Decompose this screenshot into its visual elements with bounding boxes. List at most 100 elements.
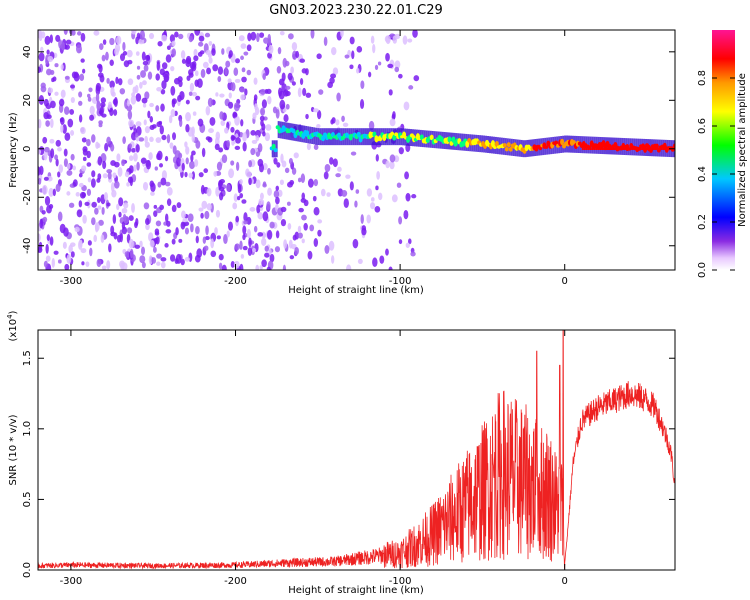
- heatmap-cell: [276, 66, 282, 74]
- y-tick-label: -20: [22, 189, 33, 205]
- heatmap-cell: [138, 38, 145, 45]
- heatmap-cell: [98, 219, 104, 226]
- heatmap-cell: [38, 66, 42, 74]
- heatmap-cell: [131, 147, 136, 153]
- heatmap-cell: [190, 154, 194, 162]
- heatmap-cell: [645, 147, 648, 150]
- heatmap-cell: [313, 238, 319, 247]
- heatmap-cell: [71, 71, 77, 79]
- heatmap-cell: [274, 246, 281, 253]
- heatmap-cell: [66, 169, 73, 176]
- heatmap-cell: [121, 159, 126, 167]
- y-tick-label: 0.5: [22, 491, 33, 507]
- heatmap-cell: [265, 124, 272, 131]
- heatmap-cell: [82, 68, 86, 74]
- heatmap-cell: [228, 50, 233, 58]
- heatmap-cell: [447, 136, 452, 143]
- heatmap-cell: [70, 84, 75, 89]
- heatmap-cell: [278, 90, 285, 100]
- heatmap-cell: [398, 239, 403, 245]
- heatmap-cell: [230, 160, 235, 166]
- heatmap-cell: [172, 145, 177, 155]
- heatmap-cell: [359, 99, 365, 110]
- heatmap-cell: [113, 109, 118, 116]
- heatmap-cell: [237, 196, 241, 201]
- heatmap-cell: [206, 67, 211, 75]
- heatmap-cell: [391, 194, 398, 203]
- heatmap-cell: [388, 266, 393, 270]
- heatmap-cell: [291, 41, 298, 51]
- heatmap-cell: [95, 82, 102, 92]
- heatmap-cell: [144, 135, 148, 144]
- heatmap-cell: [115, 76, 119, 85]
- heatmap-cell: [179, 118, 183, 128]
- heatmap-cell: [194, 79, 199, 87]
- heatmap-cell: [405, 242, 410, 248]
- heatmap-cell: [419, 134, 424, 141]
- heatmap-cell: [130, 95, 137, 105]
- heatmap-cell: [116, 203, 120, 211]
- heatmap-cell: [185, 146, 190, 155]
- heatmap-cell: [250, 148, 256, 156]
- heatmap-cell: [183, 221, 190, 227]
- heatmap-cell: [240, 43, 247, 49]
- heatmap-cell: [266, 266, 271, 270]
- heatmap-cell: [40, 46, 44, 52]
- heatmap-cell: [160, 261, 166, 269]
- heatmap-cell: [216, 235, 221, 240]
- heatmap-cell: [39, 165, 44, 176]
- heatmap-cell: [159, 204, 165, 211]
- heatmap-cell: [169, 34, 175, 43]
- heatmap-cell: [202, 236, 207, 244]
- heatmap-cell: [91, 134, 96, 143]
- heatmap-cell: [280, 206, 287, 213]
- heatmap-cell: [88, 87, 93, 93]
- heatmap-cell: [135, 144, 140, 153]
- heatmap-cell: [262, 131, 266, 137]
- heatmap-cell: [184, 171, 188, 178]
- heatmap-cell: [57, 147, 62, 152]
- heatmap-cell: [218, 186, 225, 192]
- heatmap-cell: [408, 238, 412, 245]
- heatmap-cell: [113, 97, 118, 108]
- heatmap-cell: [267, 33, 271, 44]
- heatmap-cell: [81, 137, 87, 143]
- heatmap-cell: [153, 204, 158, 209]
- heatmap-cell: [260, 107, 266, 116]
- heatmap-cell: [403, 101, 410, 111]
- heatmap-cell: [49, 138, 55, 144]
- heatmap-cell: [279, 99, 286, 110]
- heatmap-cell: [171, 48, 177, 57]
- heatmap-cell: [267, 95, 272, 105]
- heatmap-cell: [60, 116, 65, 125]
- heatmap-cell: [109, 59, 114, 66]
- heatmap-cell: [149, 136, 154, 143]
- heatmap-cell: [136, 161, 140, 171]
- heatmap-cell: [216, 161, 223, 171]
- heatmap-cell: [273, 190, 280, 199]
- heatmap-cell: [69, 108, 75, 115]
- heatmap-cell: [180, 50, 186, 60]
- heatmap-cell: [45, 243, 49, 254]
- heatmap-cell: [66, 163, 71, 170]
- heatmap-cell: [78, 172, 83, 178]
- heatmap-cell: [65, 39, 72, 45]
- heatmap-cell: [279, 30, 285, 36]
- heatmap-cell: [215, 131, 221, 141]
- heatmap-cell: [198, 35, 205, 42]
- heatmap-cell: [234, 243, 240, 251]
- heatmap-cell: [149, 102, 154, 108]
- heatmap-cell: [156, 253, 162, 259]
- heatmap-cell: [154, 231, 160, 236]
- heatmap-cell: [272, 106, 278, 114]
- heatmap-cell: [286, 201, 291, 206]
- heatmap-cell: [144, 141, 150, 148]
- heatmap-cell: [234, 115, 240, 126]
- heatmap-cell: [385, 52, 390, 62]
- heatmap-cell: [639, 147, 642, 150]
- heatmap-cell: [312, 195, 317, 202]
- heatmap-cell: [119, 233, 124, 243]
- heatmap-cell: [288, 158, 293, 165]
- heatmap-cell: [191, 171, 196, 180]
- colorbar: 0.0 0.2 0.4 0.6 0.8 Normalized spectral ampl…: [697, 30, 748, 278]
